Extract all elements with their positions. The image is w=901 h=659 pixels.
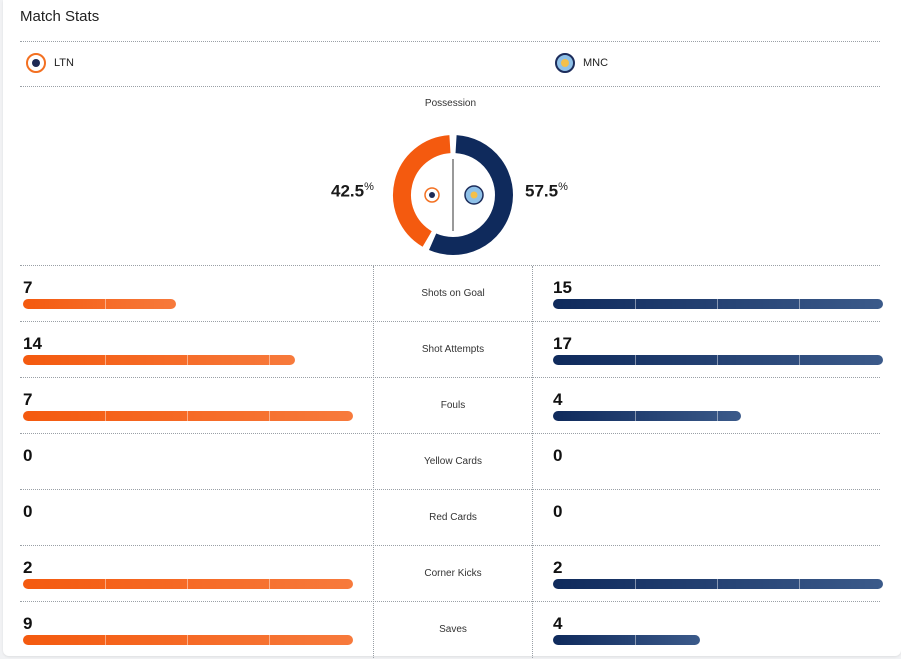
away-team-abbr: MNC [583,57,609,69]
stat-row: 14 Shot Attempts 17 [0,322,901,378]
divider [20,545,880,546]
match-stats-card [3,0,901,656]
divider [20,489,880,490]
home-stat-bar [23,579,353,589]
home-stat-value: 7 [23,390,33,409]
home-stat-bar [23,635,353,645]
stat-label: Shot Attempts [421,344,485,355]
stat-row: 7 Shots on Goal 15 [0,266,901,322]
stat-row: 7 Fouls 4 [0,378,901,434]
away-stat-value: 2 [553,558,563,577]
possession-donut-chart [393,135,513,255]
away-stat-value: 0 [553,446,563,465]
away-stat-value: 17 [553,334,572,353]
mnc-logo-icon [464,185,484,205]
home-possession-arc [393,135,451,247]
home-stat-value: 9 [23,614,33,633]
divider [20,377,880,378]
away-stat-bar [553,355,883,365]
away-stat-value: 15 [553,278,572,297]
divider [20,321,880,322]
away-stat-bar [553,635,700,645]
divider [20,433,880,434]
divider [20,86,880,87]
home-stat-bar [23,299,176,309]
away-stat-bar [553,579,883,589]
home-stat-value: 0 [23,446,33,465]
home-possession-value: 42.5% [331,181,374,201]
away-stat-value: 4 [553,614,563,633]
divider [20,41,880,42]
stat-label: Yellow Cards [424,456,482,467]
away-stat-value: 4 [553,390,563,409]
home-stat-value: 0 [23,502,33,521]
column-divider [373,266,374,658]
away-stat-value: 0 [553,502,563,521]
home-stat-bar [23,355,295,365]
home-stat-value: 7 [23,278,33,297]
possession-label: Possession [424,98,477,109]
home-stat-value: 2 [23,558,33,577]
divider [20,601,880,602]
away-possession-arc [429,135,513,255]
ltn-logo-icon [424,187,440,203]
away-stat-bar [553,411,741,421]
stat-row: 9 Saves 4 [0,602,901,658]
stat-row: 0 Yellow Cards 0 [0,434,901,490]
mnc-logo-icon [555,53,575,73]
home-stat-value: 14 [23,334,42,353]
stat-row: 0 Red Cards 0 [0,490,901,546]
stat-label: Corner Kicks [424,568,482,579]
stat-label: Red Cards [429,512,477,523]
away-possession-value: 57.5% [525,181,568,201]
column-divider [532,266,533,658]
divider [20,265,880,266]
home-team: LTN [26,53,74,73]
home-team-abbr: LTN [54,57,74,69]
stat-row: 2 Corner Kicks 2 [0,546,901,602]
stat-label: Saves [439,624,467,635]
away-team: MNC [555,53,608,73]
stat-label: Shots on Goal [421,288,485,299]
away-stat-bar [553,299,883,309]
stat-label: Fouls [440,400,466,411]
section-title: Match Stats [20,8,100,25]
home-stat-bar [23,411,353,421]
ltn-logo-icon [26,53,46,73]
